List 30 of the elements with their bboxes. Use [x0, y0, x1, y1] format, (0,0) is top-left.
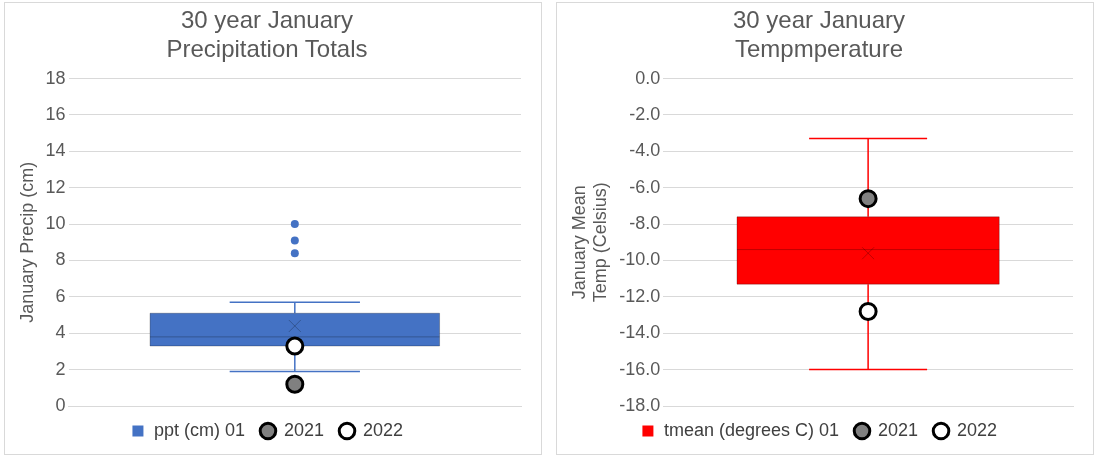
y-tick-label: 10 — [45, 213, 66, 234]
y-tick-label: 6 — [55, 285, 66, 306]
chart-title: 30 year January Precipitation Totals — [166, 6, 368, 62]
y-tick-label: -18.0 — [619, 394, 661, 415]
legend-label: tmean (degrees C) 01 — [663, 419, 840, 440]
y-tick-label: -12.0 — [619, 285, 661, 306]
y-tick-label: -16.0 — [619, 358, 661, 379]
y-tick-label: 18 — [45, 67, 66, 88]
legend-label: ppt (cm) 01 — [153, 419, 245, 440]
legend-label: 2022 — [957, 419, 998, 440]
y-tick-label: 14 — [45, 140, 66, 161]
y-tick-label: 4 — [55, 322, 66, 343]
y-tick-label: -8.0 — [629, 213, 661, 234]
y-axis-title: January Mean Temp (Celsius) — [568, 182, 611, 303]
chart-title: 30 year January Tempmperature — [732, 6, 906, 62]
y-tick-label: -10.0 — [619, 249, 661, 270]
y-tick-label: -6.0 — [629, 176, 661, 197]
y-tick-label: -14.0 — [619, 322, 661, 343]
y-axis-title: January Precip (cm) — [16, 161, 37, 323]
legend-label: 2021 — [283, 419, 325, 440]
legend-label: 2021 — [878, 419, 919, 440]
y-tick-label: 8 — [55, 249, 66, 270]
legend-label: 2022 — [363, 419, 404, 440]
y-tick-label: 2 — [55, 358, 66, 379]
y-tick-label: 16 — [45, 103, 66, 124]
y-tick-label: -4.0 — [629, 140, 661, 161]
y-tick-label: 12 — [45, 176, 66, 197]
y-tick-label: 0.0 — [635, 67, 661, 88]
y-tick-label: 0 — [55, 394, 66, 415]
y-tick-label: -2.0 — [629, 103, 661, 124]
